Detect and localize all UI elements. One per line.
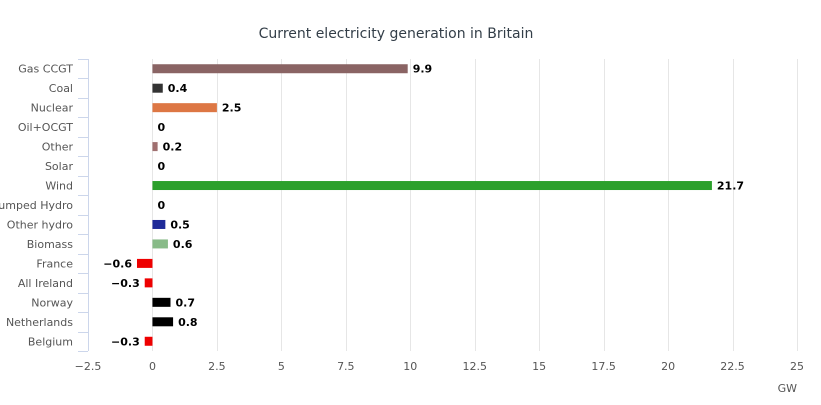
category-label: Wind <box>45 180 73 193</box>
category-label: Biomass <box>27 238 74 251</box>
bar <box>152 64 408 74</box>
category-label: Other hydro <box>7 218 73 231</box>
y-axis <box>78 59 89 352</box>
data-label: 0.6 <box>173 238 193 251</box>
bar <box>136 258 153 268</box>
bar <box>152 83 163 93</box>
bar <box>152 142 158 152</box>
x-tick-label: 7.5 <box>337 360 355 373</box>
x-tick-label: 5 <box>278 360 285 373</box>
data-label: −0.6 <box>103 257 132 270</box>
data-label: 0.8 <box>178 316 198 329</box>
data-label: 2.5 <box>222 102 242 115</box>
x-tick-label: 10 <box>403 360 417 373</box>
bar <box>144 336 153 346</box>
bar <box>152 181 712 191</box>
category-label: Coal <box>49 82 73 95</box>
bar <box>144 278 153 288</box>
data-label: 0.4 <box>168 82 188 95</box>
bar <box>152 239 168 249</box>
category-label: Belgium <box>28 335 73 348</box>
x-tick-label: 17.5 <box>591 360 616 373</box>
data-label: 0 <box>157 121 165 134</box>
x-tick-label: 0 <box>149 360 156 373</box>
x-tick-label: 12.5 <box>462 360 487 373</box>
chart-title: Current electricity generation in Britai… <box>259 26 534 42</box>
data-label: 0.2 <box>163 141 183 154</box>
bar <box>152 219 166 229</box>
category-label: Other <box>42 141 74 154</box>
data-label: 0.5 <box>170 218 190 231</box>
category-labels: Gas CCGT Coal Nuclear Oil+OCGT Other Solar Win… <box>0 63 73 349</box>
category-label: Pumped Hydro <box>0 199 73 212</box>
category-label: France <box>36 257 73 270</box>
x-tick-label: 25 <box>790 360 804 373</box>
data-label: −0.3 <box>111 277 140 290</box>
category-label: Oil+OCGT <box>18 121 73 134</box>
data-label: 0 <box>157 199 165 212</box>
x-tick-label: 20 <box>661 360 675 373</box>
category-label: Gas CCGT <box>18 63 73 76</box>
bar <box>152 297 171 307</box>
data-labels: 9.9 0.4 2.5 0 0.2 0 21.7 0 0.5 0.6 −0.6 −0.3 0.7 0.8 −… <box>103 63 744 349</box>
category-label: All Ireland <box>18 277 73 290</box>
bars <box>136 64 712 346</box>
category-label: Nuclear <box>31 102 74 115</box>
x-axis-unit-label: GW <box>778 382 798 395</box>
data-label: 0.7 <box>176 296 196 309</box>
data-label: 9.9 <box>413 63 433 76</box>
x-tick-label: 15 <box>532 360 546 373</box>
bar <box>152 317 174 327</box>
x-tick-label: −2.5 <box>75 360 102 373</box>
category-label: Norway <box>31 296 73 309</box>
data-label: −0.3 <box>111 335 140 348</box>
category-label: Solar <box>45 160 74 173</box>
data-label: 21.7 <box>717 180 744 193</box>
data-label: 0 <box>157 160 165 173</box>
x-tick-label: 2.5 <box>208 360 226 373</box>
bar <box>152 103 217 113</box>
grid-lines <box>152 59 798 351</box>
category-label: Netherlands <box>6 316 73 329</box>
x-tick-label: 22.5 <box>720 360 745 373</box>
x-axis-ticks: −2.5 0 2.5 5 7.5 10 12.5 15 17.5 20 22.5 25 <box>75 360 804 373</box>
